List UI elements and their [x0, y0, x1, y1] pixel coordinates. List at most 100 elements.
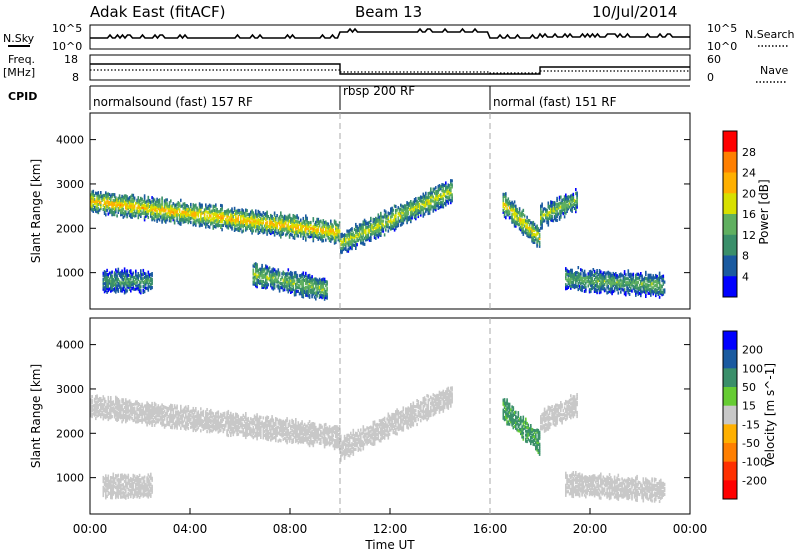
velocity-cell	[206, 418, 208, 422]
power-cell	[592, 286, 595, 290]
velocity-cell	[207, 422, 210, 426]
power-cell	[280, 211, 282, 215]
power-cell	[221, 220, 223, 224]
power-cell	[568, 195, 571, 199]
power-cell	[336, 233, 338, 237]
power-cell	[407, 202, 410, 206]
power-cell	[291, 223, 293, 227]
power-cell	[512, 204, 515, 208]
power-cell	[413, 208, 416, 212]
power-cell	[320, 295, 322, 299]
power-cell	[212, 214, 215, 218]
power-cell	[533, 228, 536, 232]
power-cell	[433, 197, 436, 201]
power-cell	[296, 234, 298, 238]
power-cell	[308, 235, 311, 239]
power-cell	[141, 277, 143, 281]
velocity-cell	[221, 425, 223, 430]
power-cell	[192, 213, 195, 217]
power-cell	[295, 225, 297, 229]
power-cell	[638, 275, 641, 279]
power-cell	[140, 289, 142, 293]
power-cell	[658, 287, 661, 291]
power-cell	[275, 219, 277, 224]
power-cell	[553, 203, 556, 207]
power-cell	[560, 201, 562, 205]
power-colorbar-swatch	[723, 214, 737, 236]
velocity-cell	[213, 421, 216, 425]
power-cell	[572, 196, 575, 200]
velocity-cell	[210, 410, 212, 414]
power-cell	[335, 224, 337, 228]
velocity-cell	[100, 399, 102, 403]
power-cell	[596, 283, 598, 287]
power-cell	[540, 204, 542, 208]
power-cell	[257, 225, 260, 229]
velocity-cell	[110, 404, 112, 408]
power-cell	[120, 209, 122, 213]
power-cell	[131, 274, 133, 278]
velocity-cell	[241, 426, 243, 430]
power-cell	[252, 270, 255, 274]
power-cell	[272, 275, 275, 279]
power-cell	[387, 219, 390, 223]
power-cell	[195, 203, 197, 207]
power-cell	[250, 220, 252, 224]
power-cell	[283, 278, 286, 282]
power-cell	[365, 220, 367, 224]
power-cell	[427, 198, 430, 202]
power-cell	[611, 278, 613, 282]
power-cell	[417, 208, 420, 213]
power-cell	[295, 275, 297, 279]
power-cell	[386, 215, 388, 219]
power-cell	[121, 273, 123, 277]
power-cell	[180, 220, 182, 224]
velocity-cell	[102, 395, 105, 399]
power-cell	[327, 226, 330, 230]
velocity-cell	[96, 410, 98, 414]
velocity-cell	[120, 404, 122, 408]
power-cell	[417, 214, 420, 219]
velocity-cell	[91, 406, 93, 411]
power-cell	[568, 201, 571, 205]
power-cell	[636, 290, 638, 294]
power-cell	[390, 217, 392, 221]
power-cell	[340, 247, 342, 251]
power-cell	[303, 228, 306, 232]
velocity-cell	[106, 407, 108, 411]
velocity-cell	[185, 425, 187, 429]
power-cell	[428, 207, 431, 211]
power-cell	[622, 280, 625, 284]
power-cell	[130, 207, 132, 211]
velocity-cell	[128, 413, 131, 417]
power-cell	[556, 204, 558, 208]
power-cell	[153, 208, 156, 212]
power-cell	[362, 242, 365, 246]
power-cell	[240, 221, 242, 225]
power-cell	[387, 213, 390, 217]
power-cell	[220, 215, 222, 220]
velocity-cell	[91, 414, 93, 419]
velocity-cell	[117, 413, 120, 418]
power-cell	[130, 269, 132, 273]
power-cell	[143, 290, 146, 294]
power-cell	[136, 206, 138, 210]
velocity-cell	[151, 421, 153, 425]
power-cell	[338, 229, 341, 233]
velocity-cell	[116, 412, 118, 416]
power-cell	[438, 198, 441, 202]
power-cell	[652, 278, 655, 282]
velocity-cell	[207, 426, 210, 430]
power-cell	[643, 278, 646, 282]
power-cell	[582, 285, 585, 289]
velocity-cell	[123, 409, 126, 414]
power-cell	[267, 269, 270, 273]
power-cell	[173, 209, 176, 213]
velocity-cell	[221, 423, 223, 428]
power-cell	[451, 195, 453, 199]
power-cell	[563, 211, 566, 215]
power-cell	[143, 196, 146, 200]
power-cell	[367, 221, 370, 225]
power-cell	[290, 232, 292, 237]
power-cell	[536, 224, 538, 228]
